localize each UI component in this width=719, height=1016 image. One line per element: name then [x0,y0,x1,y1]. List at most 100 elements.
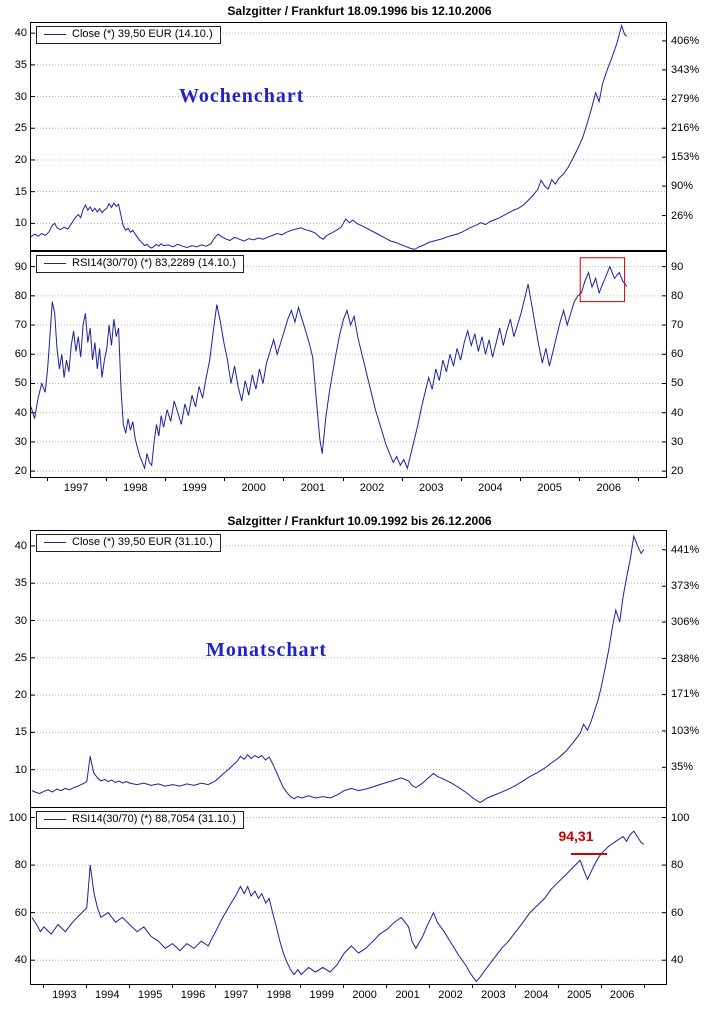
y-axis-label-right: 80 [671,859,684,872]
x-axis-tick [557,985,559,988]
x-axis-tick [257,985,259,988]
x-axis-year-label: 2000 [352,989,377,1001]
rsi-peak-annotation: 94,31 [558,828,594,844]
y-axis-label-right: 50 [671,377,684,390]
x-axis-year-label: 2006 [596,482,621,494]
y-axis-label-percent: 26% [671,209,694,222]
x-axis-tick [224,478,226,481]
y-axis-label-left: 30 [14,90,27,103]
x-axis-tick [283,478,285,481]
y-axis-label-right: 60 [671,906,684,919]
y-axis-label-right: 90 [671,260,684,273]
x-axis-year-label: 2003 [418,482,444,494]
legend-line-sample [44,542,66,543]
y-axis-label-left: 40 [14,539,27,552]
y-axis-label-right: 60 [671,348,684,361]
monthly_rsi-series-line [31,830,644,983]
x-axis-year-label: 2003 [481,989,506,1001]
y-axis-label-left: 25 [14,651,27,664]
x-axis-year-label: 1994 [94,989,120,1001]
y-axis-label-right: 40 [671,406,684,419]
x-axis-year-label: 1998 [266,989,292,1001]
y-axis-label-percent: 171% [671,688,700,701]
x-axis-tick [514,985,516,988]
weekly-price-pane: Wochenchart Close (*) 39,50 EUR (14.10.) [30,22,667,251]
x-axis-year-label: 2005 [566,989,592,1001]
x-axis-tick [46,478,48,481]
monthly-price-legend: Close (*) 39,50 EUR (31.10.) [36,534,221,552]
x-axis-tick [343,985,345,988]
y-axis-label-percent: 90% [671,180,694,193]
legend-label: Close (*) 39,50 EUR (14.10.) [72,28,213,40]
x-axis-tick [460,478,462,481]
y-axis-label-left: 10 [14,763,27,776]
y-axis-label-left: 20 [14,153,27,166]
y-axis-label-right: 40 [671,954,684,967]
x-axis-tick [128,985,130,988]
y-axis-label-right: 80 [671,289,684,302]
legend-label: Close (*) 39,50 EUR (31.10.) [72,536,213,548]
x-axis-year-label: 2004 [524,989,549,1001]
weekly-rsi-pane: RSI14(30/70) (*) 83,2289 (14.10.) [30,251,667,478]
y-axis-label-percent: 306% [671,616,700,629]
x-axis-year-label: 1999 [182,482,207,494]
x-axis-year-label: 1996 [180,989,206,1001]
weekly-watermark: Wochenchart [179,85,305,107]
y-axis-label-percent: 238% [671,652,700,665]
x-axis-year-label: 2001 [300,482,326,494]
monthly-chart-block: Salzgitter / Frankfurt 10.09.1992 bis 26… [0,508,719,1016]
y-axis-label-percent: 343% [671,63,700,76]
legend-label: RSI14(30/70) (*) 88,7054 (31.10.) [72,813,236,825]
y-axis-label-left: 25 [14,122,27,135]
monthly-rsi-legend: RSI14(30/70) (*) 88,7054 (31.10.) [36,811,244,829]
monthly_price-series-line [31,534,645,804]
y-axis-label-left: 15 [14,185,27,198]
y-axis-label-left: 35 [14,577,27,590]
y-axis-label-left: 70 [14,319,27,332]
legend-line-sample [44,819,66,820]
y-axis-label-left: 40 [14,406,27,419]
x-axis-tick [85,985,87,988]
x-axis-tick [386,985,388,988]
y-axis-label-left: 40 [14,27,27,40]
y-axis-label-percent: 35% [671,761,694,774]
x-axis-tick [638,478,640,481]
y-axis-label-left: 80 [14,289,27,302]
x-axis-year-label: 2005 [537,482,562,494]
x-axis-year-label: 1995 [137,989,163,1001]
y-axis-label-left: 100 [8,811,27,824]
weekly-rsi-legend: RSI14(30/70) (*) 83,2289 (14.10.) [36,255,244,273]
x-axis-tick [300,985,302,988]
x-axis-year-label: 2006 [609,989,635,1001]
y-axis-label-left: 80 [14,859,27,872]
y-axis-label-left: 30 [14,435,27,448]
y-axis-label-percent: 441% [671,543,700,556]
monthly-watermark: Monatschart [206,639,327,661]
y-axis-label-right: 30 [671,435,684,448]
weekly-price-legend: Close (*) 39,50 EUR (14.10.) [36,26,221,44]
x-axis-tick [471,985,473,988]
y-axis-label-left: 60 [14,906,27,919]
y-axis-label-left: 15 [14,726,27,739]
y-axis-label-percent: 373% [671,580,700,593]
x-axis-tick [600,985,602,988]
y-axis-label-percent: 103% [671,724,700,737]
y-axis-label-left: 10 [14,217,27,230]
legend-line-sample [44,263,66,264]
x-axis-year-label: 1998 [123,482,148,494]
x-axis-year-label: 2000 [241,482,266,494]
x-axis-tick [214,985,216,988]
x-axis-tick [105,478,107,481]
rsi-peak-annotation-line [571,853,607,855]
y-axis-label-percent: 406% [671,34,700,47]
weekly_price-series-line [31,23,628,250]
y-axis-label-left: 35 [14,58,27,71]
x-axis-tick [342,478,344,481]
y-axis-label-right: 20 [671,465,684,478]
y-axis-label-left: 30 [14,614,27,627]
x-axis-year-label: 2001 [395,989,420,1001]
x-axis-year-label: 1997 [63,482,89,494]
legend-label: RSI14(30/70) (*) 83,2289 (14.10.) [72,257,236,269]
legend-line-sample [44,34,66,35]
y-axis-label-left: 20 [14,689,27,702]
